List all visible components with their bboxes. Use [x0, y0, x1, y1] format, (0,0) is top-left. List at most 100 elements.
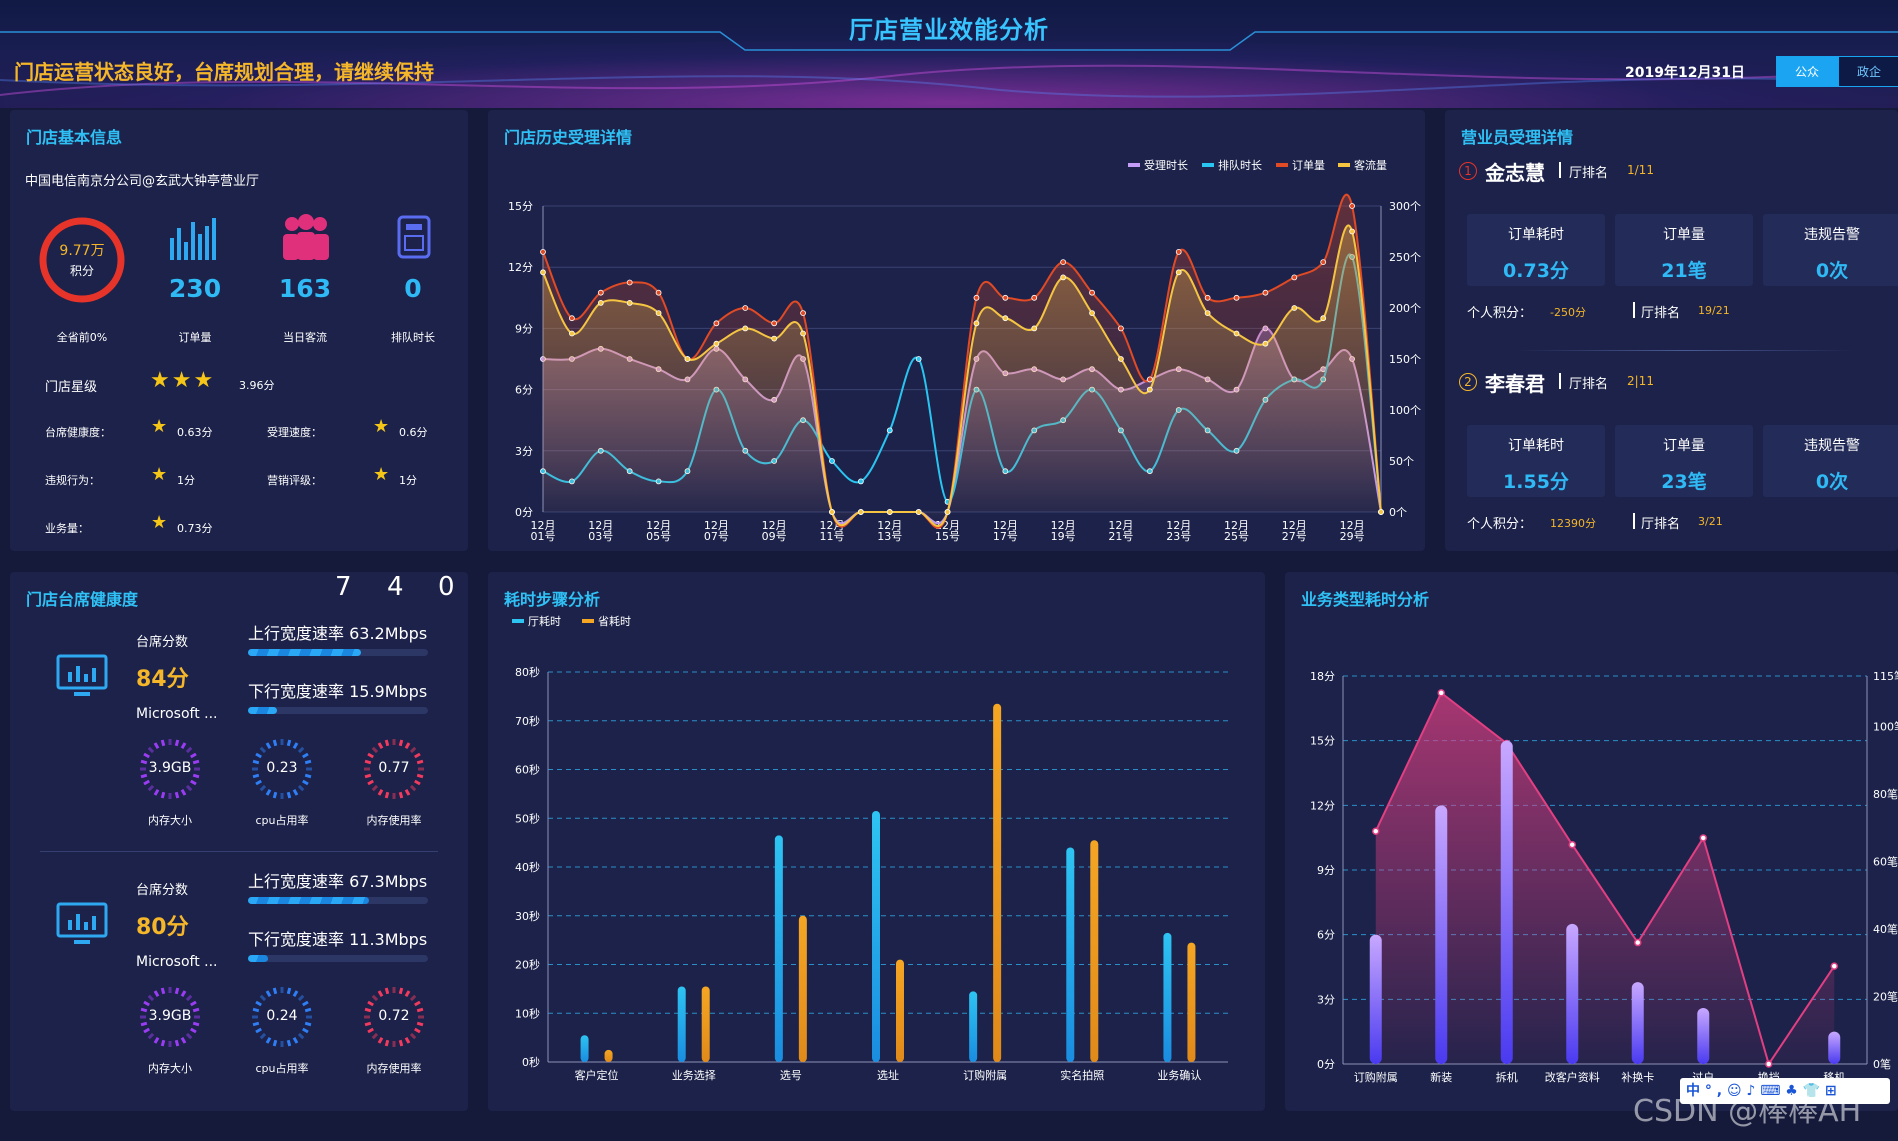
legend-swatch — [1202, 163, 1214, 167]
data-point — [568, 330, 575, 337]
y-right-tick: 80笔 — [1873, 787, 1898, 801]
header-glow — [0, 40, 1898, 108]
bar — [1566, 923, 1579, 1064]
x-tick-label: 订购附属 — [963, 1068, 1007, 1082]
y-left-tick: 9分 — [515, 322, 533, 335]
tab-enterprise[interactable]: 政企 — [1838, 56, 1898, 87]
data-point — [655, 289, 662, 296]
data-point — [857, 509, 864, 515]
gauge-value: 3.9GB — [148, 1008, 192, 1024]
x-tick-label: 拆机 — [1496, 1070, 1518, 1084]
x-tick-label: 12月 13号 — [877, 519, 902, 543]
data-point — [857, 478, 864, 485]
divider — [1515, 350, 1855, 351]
hall-rank-label: 厅排名 — [1641, 306, 1681, 321]
panel-title: 门店基本信息 — [26, 128, 123, 147]
data-point — [1204, 310, 1211, 317]
health-count-3: 0 — [438, 572, 455, 602]
data-point — [915, 509, 922, 515]
gauge-value: 0.72 — [378, 1008, 410, 1024]
downlink-label: 下行宽度速率 15.9Mbps — [248, 682, 428, 701]
metric-value: 1分 — [177, 474, 195, 487]
star-value: 3.96分 — [239, 379, 275, 392]
y-tick: 50秒 — [515, 811, 540, 825]
bar — [1828, 1031, 1841, 1064]
uplink-fill — [248, 897, 369, 904]
data-point — [1568, 840, 1576, 849]
data-point — [1320, 259, 1327, 266]
bar-chart-icon — [170, 218, 216, 260]
x-tick-label: 选址 — [877, 1068, 899, 1082]
star-label: 门店星级 — [45, 380, 98, 395]
data-point — [597, 289, 604, 296]
gauge-value: 3.9GB — [148, 760, 192, 776]
y-tick: 20秒 — [515, 958, 540, 972]
biz-panel: 业务类型耗时分析 0分 3分 6分 9分 12分 15分 18分 0笔 20笔 40笔 60笔 80笔… — [1285, 572, 1898, 1111]
data-point — [1634, 938, 1642, 947]
score-ring-label: 积分 — [69, 264, 94, 278]
data-point — [1262, 340, 1269, 347]
data-point — [684, 356, 691, 362]
star-icon: ★ — [373, 464, 390, 485]
stat-card-title: 违规告警 — [1804, 227, 1860, 243]
desk-os: Microsoft ... — [136, 954, 218, 970]
points-label: 个人积分： — [1467, 306, 1533, 321]
y-left-tick: 3分 — [515, 445, 533, 458]
panel-title: 营业员受理详情 — [1461, 128, 1574, 147]
half-star-icon: ★ — [373, 416, 390, 437]
stat-card: 违规告警 0次 — [1763, 425, 1898, 497]
bar — [1066, 847, 1075, 1062]
score-ring-value: 9.77万 — [59, 243, 105, 259]
x-tick-label: 选号 — [780, 1069, 802, 1082]
desk-score: 80分 — [136, 915, 189, 940]
watermark: CSDN @棒棒AH — [1633, 1094, 1862, 1129]
stat-card: 违规告警 0次 — [1763, 214, 1898, 286]
y-right-tick: 150个 — [1389, 353, 1421, 366]
data-point — [568, 315, 575, 322]
data-point — [742, 325, 749, 332]
y-tick: 30秒 — [515, 909, 540, 923]
data-point — [597, 299, 604, 306]
hall-rank-value: 19/21 — [1698, 304, 1730, 317]
half-star-icon: ★ — [151, 416, 168, 437]
page-title: 厅店营业效能分析 — [849, 16, 1049, 44]
date-label: 2019年12月31日 — [1625, 65, 1745, 81]
metric-label: 受理速度： — [267, 426, 322, 439]
data-point — [1031, 325, 1038, 332]
data-point — [1175, 248, 1182, 255]
gauge-dial — [364, 739, 424, 799]
y-left-tick: 15分 — [1310, 735, 1335, 748]
uplink-label: 上行宽度速率 63.2Mbps — [248, 624, 428, 643]
y-right-tick: 250个 — [1389, 251, 1421, 264]
ime-toolbar[interactable]: 中 ° , ☺ ♪ ⌨ ♣ 👕 ⊞ — [1680, 1078, 1890, 1104]
data-point — [1349, 203, 1356, 209]
history-panel: 门店历史受理详情 0分 3分 6分 9分 12分 15分 0个 50个 100个 150个 200个… — [488, 110, 1425, 551]
bar — [1631, 982, 1644, 1064]
x-tick-label: 12月 25号 — [1224, 519, 1249, 543]
points-value: 12390分 — [1550, 517, 1596, 530]
data-point — [1204, 294, 1211, 301]
legend-label: 客流量 — [1354, 158, 1387, 172]
data-point — [1118, 325, 1124, 332]
data-point — [1002, 315, 1009, 322]
y-tick: 70秒 — [515, 714, 540, 728]
y-left-tick: 0分 — [1317, 1058, 1335, 1071]
steps-panel: 耗时步骤分析 0秒 10秒 20秒 30秒 40秒 50秒 60秒 70秒 80秒 客户定位 业务选… — [488, 572, 1265, 1111]
x-tick-label: 业务确认 — [1157, 1069, 1201, 1082]
series-area — [543, 225, 1381, 526]
data-point — [626, 279, 633, 286]
data-point — [829, 458, 835, 464]
points-label: 个人积分： — [1467, 517, 1533, 532]
uplink-label: 上行宽度速率 67.3Mbps — [248, 872, 428, 891]
metric-label: 违规行为： — [45, 474, 100, 487]
divider — [40, 851, 438, 852]
tab-public[interactable]: 公众 — [1776, 56, 1838, 87]
data-point — [771, 320, 778, 327]
desk-score: 84分 — [136, 667, 189, 692]
y-right-tick: 20笔 — [1873, 990, 1898, 1004]
y-left-tick: 0分 — [515, 506, 533, 519]
x-tick-label: 业务选择 — [672, 1068, 716, 1082]
data-point — [915, 356, 922, 362]
stat-card-value: 0.73分 — [1503, 260, 1569, 282]
bar — [1435, 805, 1448, 1064]
